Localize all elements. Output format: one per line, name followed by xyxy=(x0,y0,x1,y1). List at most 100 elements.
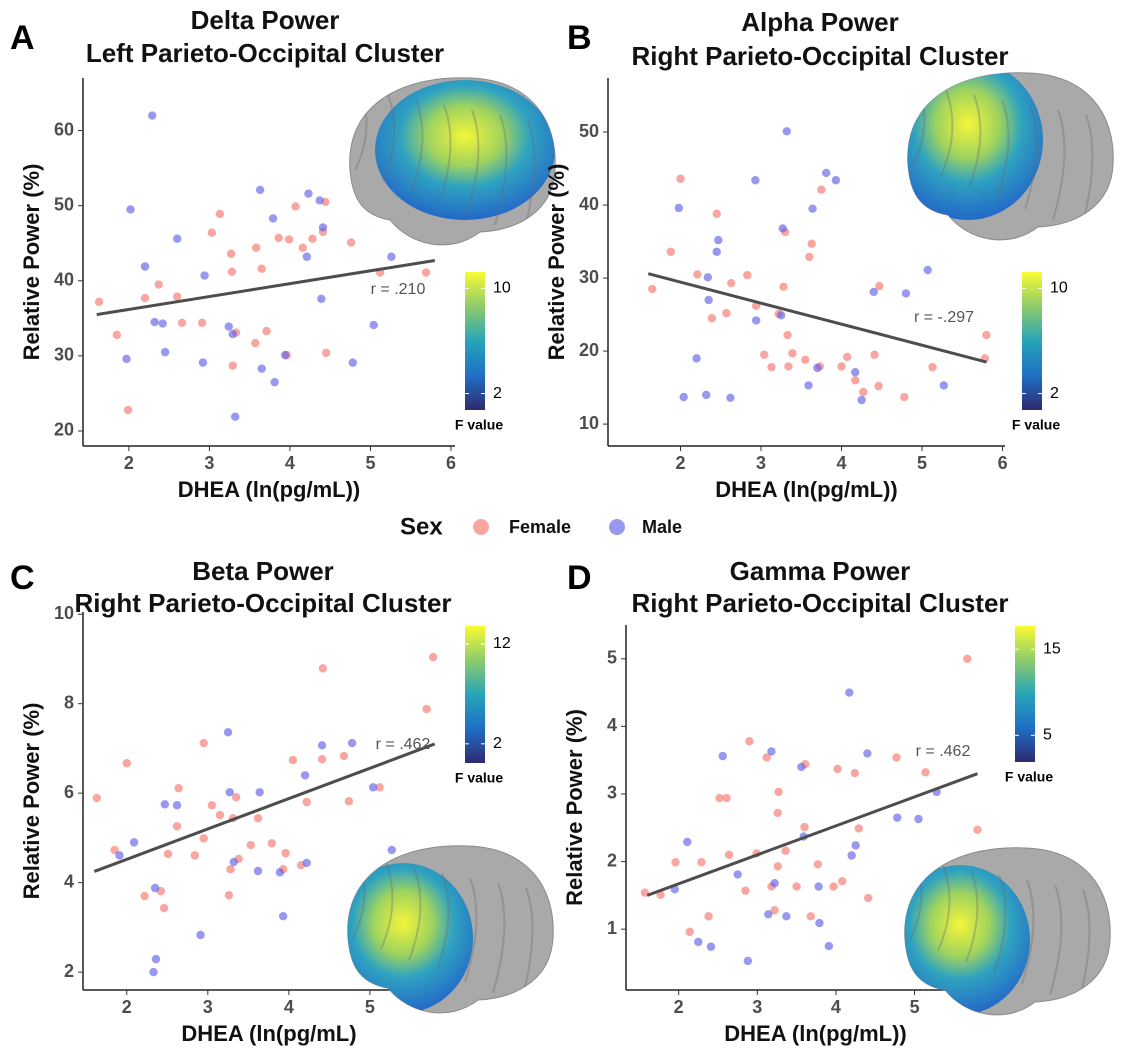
colorbar xyxy=(465,626,485,763)
legend: Sex Female Male xyxy=(400,513,682,540)
data-point xyxy=(224,322,233,331)
panel-letter: A xyxy=(10,19,35,57)
data-point xyxy=(200,271,209,280)
sulcus xyxy=(993,874,1007,974)
x-tick-label: 4 xyxy=(284,997,294,1017)
data-point xyxy=(869,287,878,297)
sulcus xyxy=(968,94,982,188)
data-point xyxy=(346,238,356,247)
data-point xyxy=(318,664,328,673)
annotation: r = .462 xyxy=(916,743,971,760)
data-point xyxy=(304,189,313,198)
x-tick-label: 5 xyxy=(365,997,375,1017)
sulcus xyxy=(494,114,508,226)
colorbar-tick-label: 2 xyxy=(493,735,502,752)
data-point xyxy=(702,390,711,400)
data-point xyxy=(140,293,150,303)
data-point xyxy=(253,814,263,823)
data-point xyxy=(207,801,217,810)
data-point xyxy=(838,876,847,886)
data-point xyxy=(348,358,357,367)
data-point xyxy=(298,243,308,252)
data-point xyxy=(718,751,727,761)
data-point xyxy=(198,358,208,367)
data-point xyxy=(914,814,923,824)
sulcus xyxy=(410,99,424,193)
data-point xyxy=(251,243,261,252)
x-tick-label: 5 xyxy=(365,453,375,473)
data-point xyxy=(369,320,378,330)
data-point xyxy=(685,927,694,937)
data-point xyxy=(792,882,801,891)
data-point xyxy=(712,209,721,219)
data-point xyxy=(774,787,783,797)
sulcus xyxy=(382,94,396,182)
data-point xyxy=(706,942,716,951)
data-point xyxy=(308,234,317,243)
y-tick-label: 20 xyxy=(54,420,74,440)
chart-subtitle: Left Parieto-Occipital Cluster xyxy=(86,38,444,68)
colorbar-label: F value xyxy=(1005,769,1053,785)
data-point xyxy=(767,362,776,372)
data-point xyxy=(421,268,431,277)
data-point xyxy=(317,754,327,764)
data-point xyxy=(229,857,238,867)
data-point xyxy=(779,282,788,292)
x-tick-label: 6 xyxy=(998,453,1008,473)
activation xyxy=(904,865,1030,1015)
data-point xyxy=(764,910,773,919)
y-tick-label: 30 xyxy=(54,345,74,365)
data-point xyxy=(693,270,702,279)
sulcus xyxy=(996,99,1010,199)
data-point xyxy=(640,888,650,897)
data-point xyxy=(815,918,824,928)
data-point xyxy=(724,850,734,860)
x-tick-label: 2 xyxy=(124,453,134,473)
data-point xyxy=(274,233,283,243)
data-point xyxy=(368,783,378,792)
data-point xyxy=(770,879,779,888)
data-point xyxy=(822,168,831,178)
data-point xyxy=(704,295,713,305)
data-point xyxy=(973,825,982,835)
data-point xyxy=(807,239,816,248)
data-point xyxy=(215,810,225,820)
data-point xyxy=(255,788,264,797)
y-tick-label: 4 xyxy=(64,871,74,891)
data-point xyxy=(177,318,187,328)
sulcus xyxy=(937,864,951,952)
x-tick-label: 3 xyxy=(756,453,766,473)
data-point xyxy=(704,912,713,921)
data-point xyxy=(813,860,823,869)
y-tick-label: 40 xyxy=(579,194,599,214)
data-point xyxy=(900,392,909,402)
data-point xyxy=(683,837,692,847)
x-tick-label: 5 xyxy=(910,997,920,1017)
data-point xyxy=(697,858,706,867)
colorbar-tick-label: 2 xyxy=(493,385,502,402)
data-point xyxy=(317,294,326,303)
data-point xyxy=(300,771,310,780)
data-point xyxy=(163,849,173,859)
data-point xyxy=(224,890,234,900)
data-point xyxy=(262,326,271,336)
data-point xyxy=(387,845,396,855)
chart-title: Beta Power xyxy=(192,556,334,586)
sulcus xyxy=(1024,104,1038,210)
data-point xyxy=(122,354,131,364)
x-axis-label: DHEA (ln(pg/mL)) xyxy=(715,477,897,502)
data-point xyxy=(174,784,183,793)
data-point xyxy=(679,392,688,402)
x-tick-label: 5 xyxy=(917,453,927,473)
data-point xyxy=(833,764,842,774)
x-tick-label: 2 xyxy=(122,997,132,1017)
data-point xyxy=(783,330,792,340)
data-point xyxy=(707,314,717,323)
data-point xyxy=(228,361,237,370)
data-point xyxy=(92,793,101,803)
y-tick-label: 60 xyxy=(54,119,74,139)
data-point xyxy=(375,783,384,792)
x-tick-label: 2 xyxy=(674,997,684,1017)
data-point xyxy=(782,912,791,921)
